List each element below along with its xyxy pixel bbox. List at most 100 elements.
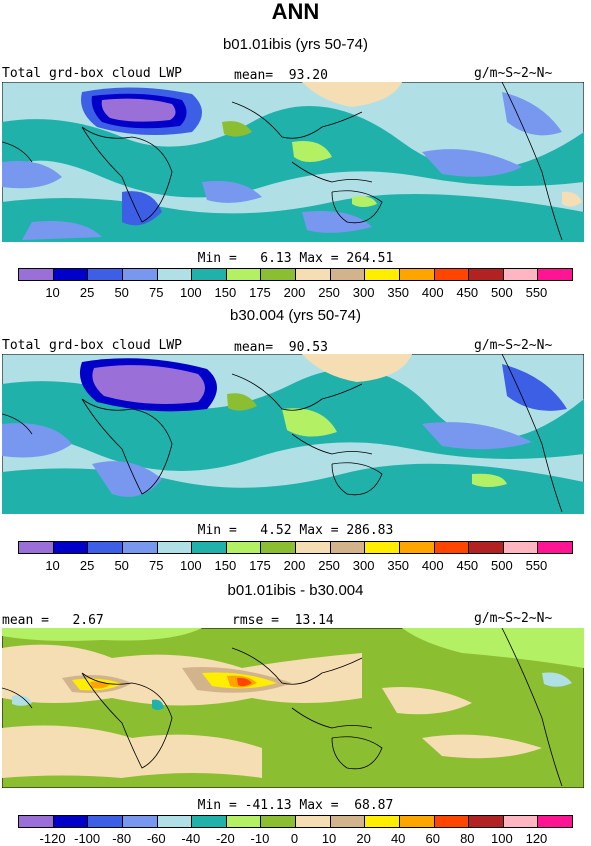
colorbar-tick-label: 200: [283, 285, 306, 300]
colorbar-tick-label: 100: [179, 558, 202, 573]
panel-1-min-max: Min = 6.13 Max = 264.51: [197, 251, 394, 266]
panel-2-colorbar-ticks: 10 25 50 75 100 150 175 200 250 300 350 400 450 500 55…: [18, 558, 573, 573]
colorbar-swatch: [469, 542, 504, 553]
colorbar-swatch: [469, 816, 504, 827]
colorbar-tick-label: -60: [146, 831, 166, 846]
colorbar-tick-label: 80: [460, 831, 475, 846]
colorbar-swatch: [192, 542, 227, 553]
colorbar-tick-label: 450: [456, 558, 479, 573]
panel-1-coastlines: [2, 82, 563, 241]
colorbar-tick-label: -10: [250, 831, 270, 846]
colorbar-tick-label: 300: [352, 285, 375, 300]
panel-1-colorbar-ticks: 10 25 50 75 100 150 175 200 250 300 350 400 450 500 55…: [18, 285, 573, 300]
colorbar-tick-label: 50: [114, 285, 129, 300]
colorbar-swatch: [19, 542, 54, 553]
colorbar-swatch: [503, 816, 539, 827]
colorbar-swatch: [157, 542, 193, 553]
panel-3-mean-label: mean = 2.67: [2, 613, 104, 628]
panel-3-min-max: Min = -41.13 Max = 68.87: [197, 798, 394, 813]
panel-3-colorbar-ticks: -120 -100 -80 -60 -40 -20 -10 0 10 20 40 60 80 100 120: [18, 831, 573, 846]
colorbar-swatch: [434, 269, 470, 280]
panel-3-map: [2, 628, 584, 788]
colorbar-swatch: [296, 816, 331, 827]
panel-1-title: b01.01ibis (yrs 50-74): [222, 36, 369, 53]
panel-1-units-label: g/m~S~2~N~: [474, 66, 553, 81]
colorbar-tick-label: 75: [149, 285, 164, 300]
colorbar-swatch: [53, 269, 89, 280]
panel-2-variable-label: Total grd-box cloud LWP: [2, 338, 183, 353]
colorbar-tick-label: 100: [491, 831, 513, 846]
colorbar-tick-label: 20: [356, 831, 371, 846]
colorbar-swatch: [365, 816, 400, 827]
colorbar-tick-label: 0: [290, 831, 299, 846]
colorbar-tick-label: 150: [214, 558, 237, 573]
colorbar-tick-label: 40: [390, 831, 406, 846]
colorbar-swatch: [296, 542, 331, 553]
colorbar-swatch: [330, 542, 366, 553]
colorbar-swatch: [19, 816, 54, 827]
colorbar-tick-label: 400: [421, 285, 444, 300]
panel-2-coastlines: [2, 354, 563, 513]
colorbar-swatch: [88, 816, 123, 827]
colorbar-swatch: [122, 816, 158, 827]
colorbar-swatch: [53, 542, 89, 553]
panel-1-map: [2, 82, 584, 242]
panel-3-colorbar: [18, 815, 573, 828]
colorbar-swatch: [122, 269, 158, 280]
colorbar-tick-label: 10: [321, 831, 337, 846]
colorbar-swatch: [538, 816, 572, 827]
colorbar-tick-label: 60: [425, 831, 440, 846]
colorbar-tick-label: 175: [249, 558, 271, 573]
panel-1-variable-label: Total grd-box cloud LWP: [2, 66, 183, 81]
colorbar-swatch: [503, 542, 539, 553]
colorbar-tick-label: 550: [525, 285, 548, 300]
colorbar-tick-label: 450: [456, 285, 479, 300]
colorbar-swatch: [122, 542, 158, 553]
colorbar-swatch: [157, 269, 193, 280]
panel-3-coastlines: [2, 628, 563, 787]
colorbar-tick-label: 300: [352, 558, 375, 573]
colorbar-swatch: [434, 542, 470, 553]
colorbar-tick-label: -20: [215, 831, 235, 846]
colorbar-tick-label: 10: [45, 285, 60, 300]
panel-3-title: b01.01ibis - b30.004: [227, 582, 364, 599]
colorbar-swatch: [261, 816, 296, 827]
colorbar-swatch: [399, 542, 435, 553]
panel-2-map: [2, 354, 584, 514]
page-title: ANN: [271, 0, 320, 24]
colorbar-swatch: [399, 269, 435, 280]
panel-2-title: b30.004 (yrs 50-74): [230, 307, 361, 324]
colorbar-swatch: [261, 269, 296, 280]
colorbar-tick-label: 250: [318, 558, 340, 573]
colorbar-swatch: [226, 542, 262, 553]
colorbar-swatch: [19, 269, 54, 280]
panel-3-units-label: g/m~S~2~N~: [474, 611, 553, 626]
colorbar-tick-label: -40: [181, 831, 201, 846]
colorbar-swatch: [157, 816, 193, 827]
panel-1-colorbar: [18, 268, 573, 281]
colorbar-tick-label: 120: [525, 831, 548, 846]
colorbar-swatch: [538, 269, 572, 280]
colorbar-tick-label: 50: [114, 558, 129, 573]
colorbar-swatch: [330, 269, 366, 280]
colorbar-tick-label: 150: [214, 285, 237, 300]
colorbar-tick-label: 175: [249, 285, 271, 300]
colorbar-swatch: [330, 816, 366, 827]
colorbar-swatch: [261, 542, 296, 553]
colorbar-tick-label: -120: [39, 831, 66, 846]
colorbar-tick-label: -80: [112, 831, 132, 846]
colorbar-swatch: [88, 269, 123, 280]
panel-3-rmse-label: rmse = 13.14: [232, 613, 334, 628]
colorbar-swatch: [88, 542, 123, 553]
panel-2-min-max: Min = 4.52 Max = 286.83: [197, 523, 394, 538]
colorbar-swatch: [434, 816, 470, 827]
colorbar-tick-label: 350: [387, 558, 410, 573]
panel-2-mean-label: mean= 90.53: [234, 340, 328, 355]
colorbar-swatch: [192, 816, 227, 827]
colorbar-swatch: [365, 542, 400, 553]
colorbar-swatch: [192, 269, 227, 280]
colorbar-tick-label: -100: [74, 831, 101, 846]
colorbar-swatch: [538, 542, 572, 553]
colorbar-tick-label: 350: [387, 285, 410, 300]
colorbar-swatch: [296, 269, 331, 280]
